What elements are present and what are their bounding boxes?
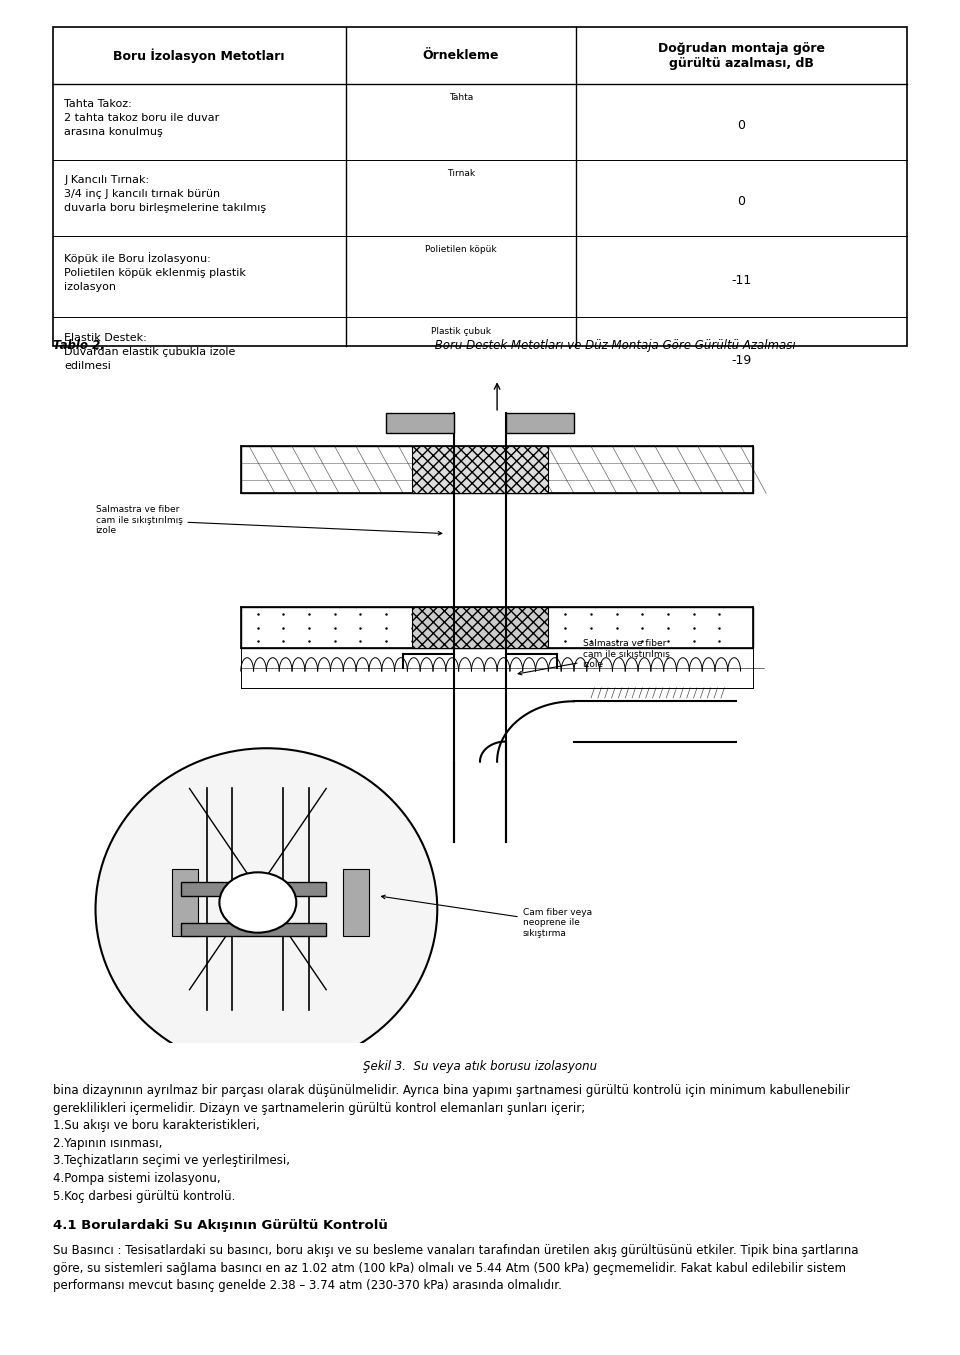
Circle shape	[220, 873, 297, 932]
Text: 3.Teçhizatların seçimi ve yerleştirilmesi,: 3.Teçhizatların seçimi ve yerleştirilmes…	[53, 1154, 290, 1168]
Text: Salmastra ve fiber
cam ile sıkıştırılmış
izole: Salmastra ve fiber cam ile sıkıştırılmış…	[518, 640, 669, 675]
Text: 1.Su akışı ve boru karakteristikleri,: 1.Su akışı ve boru karakteristikleri,	[53, 1119, 259, 1133]
Text: 0: 0	[737, 119, 746, 133]
Text: 4.Pompa sistemi izolasyonu,: 4.Pompa sistemi izolasyonu,	[53, 1172, 221, 1186]
Text: Doğrudan montaja göre
gürültü azalması, dB: Doğrudan montaja göre gürültü azalması, …	[659, 42, 825, 69]
Text: Cam fiber veya
neoprene ile
sıkıştırma: Cam fiber veya neoprene ile sıkıştırma	[381, 896, 592, 938]
Text: Elastik Destek:
Duvardan elastik çubukla izole
edilmesi: Elastik Destek: Duvardan elastik çubukla…	[64, 333, 236, 371]
Bar	[386, 413, 454, 434]
Bar	[53, 27, 907, 346]
Text: -19: -19	[732, 354, 752, 367]
Text: Polietilen köpük: Polietilen köpük	[425, 245, 496, 255]
Text: Tahta: Tahta	[448, 93, 473, 103]
Bar	[180, 882, 326, 896]
Text: Tahta Takoz:
2 tahta takoz boru ile duvar
arasına konulmuş: Tahta Takoz: 2 tahta takoz boru ile duva…	[64, 99, 220, 137]
Ellipse shape	[96, 748, 438, 1070]
Bar	[412, 607, 548, 648]
Text: bina dizaynının ayrılmaz bir parçası olarak düşünülmelidir. Ayrıca bina yapımı ş: bina dizaynının ayrılmaz bir parçası ola…	[53, 1084, 850, 1098]
Text: Köpük ile Boru İzolasyonu:
Polietilen köpük eklenmiş plastik
izolasyon: Köpük ile Boru İzolasyonu: Polietilen kö…	[64, 252, 246, 293]
Text: 5.Koç darbesi gürültü kontrolü.: 5.Koç darbesi gürültü kontrolü.	[53, 1190, 235, 1203]
Text: 4.1 Borulardaki Su Akışının Gürültü Kontrolü: 4.1 Borulardaki Su Akışının Gürültü Kont…	[53, 1220, 388, 1233]
Text: gereklilikleri içermelidir. Dizayn ve şartnamelerin gürültü kontrol elemanları ş: gereklilikleri içermelidir. Dizayn ve şa…	[53, 1102, 585, 1115]
Bar	[173, 869, 198, 936]
Text: Boru İzolasyon Metotları: Boru İzolasyon Metotları	[113, 49, 285, 62]
Text: Tırnak: Tırnak	[446, 169, 475, 179]
Bar	[344, 869, 369, 936]
Text: Salmastra ve fiber
cam ile sıkıştırılmış
izole: Salmastra ve fiber cam ile sıkıştırılmış…	[95, 505, 442, 535]
Text: göre, su sistemleri sağlama basıncı en az 1.02 atm (100 kPa) olmalı ve 5.44 Atm : göre, su sistemleri sağlama basıncı en a…	[53, 1262, 846, 1275]
Bar	[241, 607, 754, 648]
Text: -11: -11	[732, 274, 752, 287]
Text: Boru Destek Metotları ve Düz Montaja Göre Gürültü Azalması: Boru Destek Metotları ve Düz Montaja Gör…	[431, 339, 796, 352]
Bar	[506, 413, 574, 434]
Text: Plastik çubuk: Plastik çubuk	[431, 327, 491, 336]
Bar	[180, 923, 326, 936]
Text: Örnekleme: Örnekleme	[422, 49, 499, 62]
Bar	[241, 446, 754, 493]
Text: 2.Yapının ısınması,: 2.Yapının ısınması,	[53, 1137, 162, 1150]
Bar	[412, 446, 548, 493]
Text: 0: 0	[737, 195, 746, 209]
Text: Şekil 3.  Su veya atık borusu izolasyonu: Şekil 3. Su veya atık borusu izolasyonu	[363, 1060, 597, 1073]
Text: Tablo 2.: Tablo 2.	[53, 339, 105, 352]
Text: performansı mevcut basınç genelde 2.38 – 3.74 atm (230-370 kPa) arasında olmalıd: performansı mevcut basınç genelde 2.38 –…	[53, 1279, 562, 1293]
Text: J Kancılı Tırnak:
3/4 inç J kancılı tırnak bürün
duvarla boru birleşmelerine tak: J Kancılı Tırnak: 3/4 inç J kancılı tırn…	[64, 175, 267, 213]
Text: Su Basıncı : Tesisatlardaki su basıncı, boru akışı ve su besleme vanaları tarafı: Su Basıncı : Tesisatlardaki su basıncı, …	[53, 1244, 858, 1257]
